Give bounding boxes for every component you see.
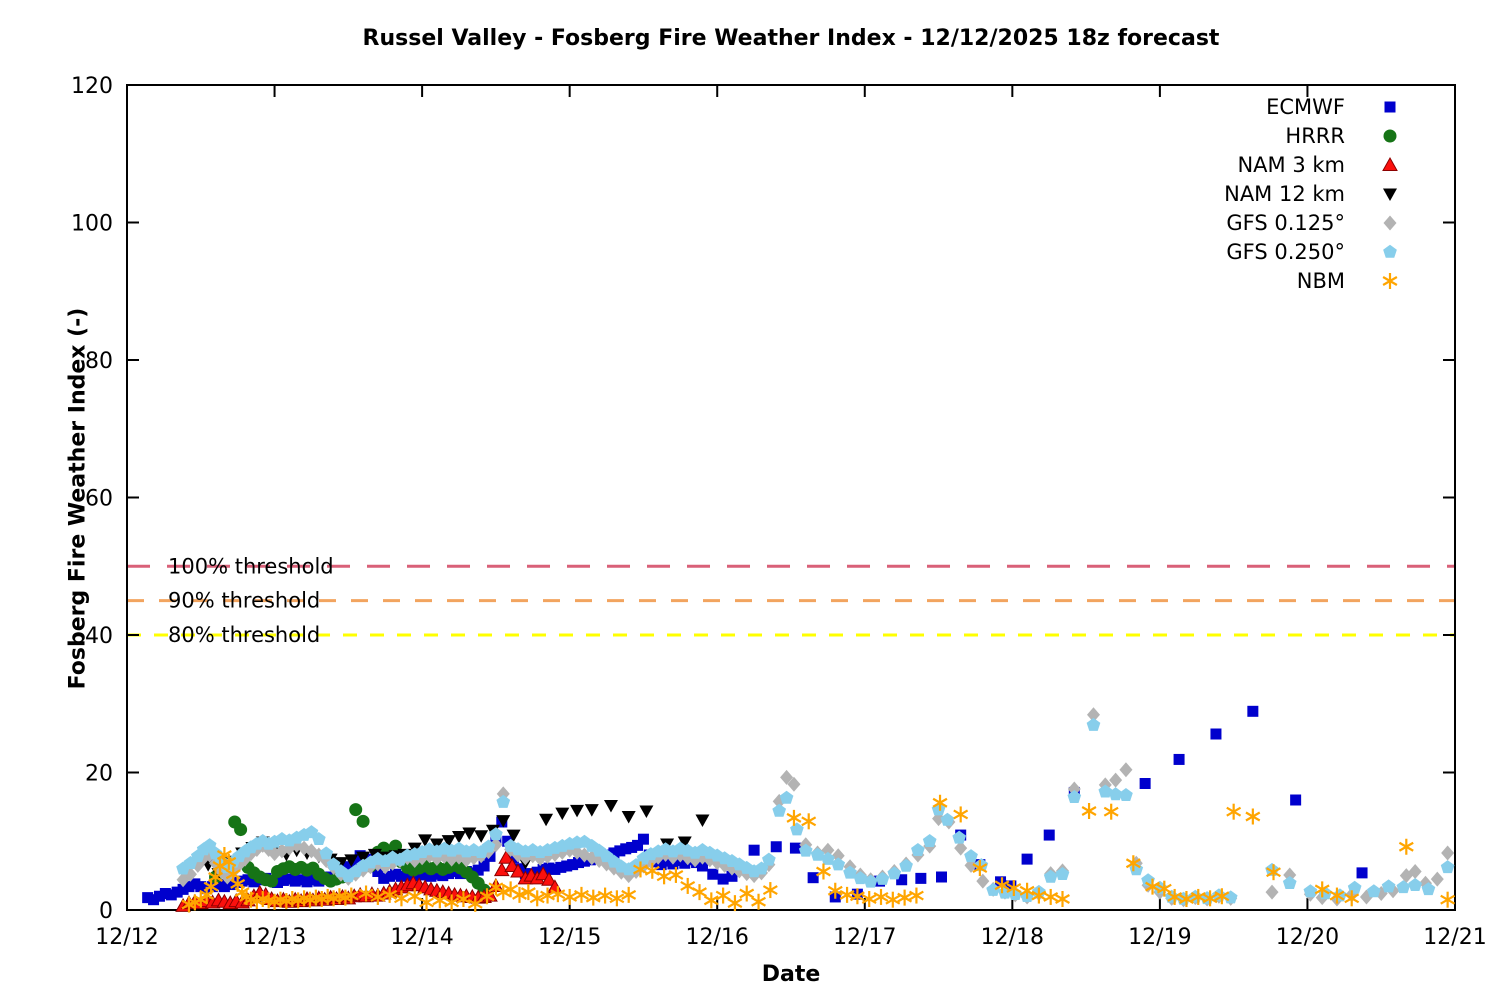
legend-item-gfs-0-250: GFS 0.250° — [1226, 240, 1397, 264]
legend-label-hrrr: HRRR — [1285, 124, 1345, 148]
legend-item-nam-12-km: NAM 12 km — [1224, 182, 1397, 206]
svg-text:60: 60 — [85, 487, 113, 512]
legend-label-nbm: NBM — [1297, 269, 1345, 293]
threshold-lines: 100% threshold 90% threshold 80% threshold — [127, 554, 1455, 647]
legend-label-gfs-0-125: GFS 0.125° — [1226, 211, 1345, 235]
svg-text:40: 40 — [85, 624, 113, 649]
y-axis-ticks: 0 20 40 60 80 100 120 — [71, 74, 1455, 924]
svg-text:120: 120 — [71, 74, 113, 99]
legend-item-ecmwf: ECMWF — [1266, 95, 1396, 119]
svg-text:12/17: 12/17 — [833, 925, 896, 950]
legend-item-nam-3-km: NAM 3 km — [1237, 153, 1398, 177]
svg-text:12/19: 12/19 — [1128, 925, 1191, 950]
legend-label-gfs-0-250: GFS 0.250° — [1226, 240, 1345, 264]
threshold-label-50: 100% threshold — [168, 554, 334, 578]
chart-title: Russel Valley - Fosberg Fire Weather Ind… — [362, 26, 1220, 51]
svg-text:12/18: 12/18 — [981, 925, 1044, 950]
legend-item-hrrr: HRRR — [1285, 124, 1397, 148]
legend-item-gfs-0-125: GFS 0.125° — [1226, 211, 1397, 235]
threshold-label-45: 90% threshold — [168, 589, 320, 613]
svg-text:12/14: 12/14 — [390, 925, 453, 950]
svg-text:12/20: 12/20 — [1276, 925, 1339, 950]
svg-text:12/15: 12/15 — [538, 925, 601, 950]
svg-text:0: 0 — [99, 899, 113, 924]
legend-label-nam-3-km: NAM 3 km — [1237, 153, 1345, 177]
legend-label-nam-12-km: NAM 12 km — [1224, 182, 1345, 206]
svg-text:20: 20 — [85, 762, 113, 787]
svg-text:100: 100 — [71, 212, 113, 237]
series-nbm — [181, 794, 1456, 913]
legend-label-ecmwf: ECMWF — [1266, 95, 1345, 119]
svg-text:12/21: 12/21 — [1423, 925, 1486, 950]
svg-text:12/16: 12/16 — [686, 925, 749, 950]
svg-text:12/13: 12/13 — [243, 925, 306, 950]
svg-text:12/12: 12/12 — [95, 925, 158, 950]
legend: ECMWF HRRR NAM 3 km NAM 12 km GFS 0.125° GFS … — [1224, 95, 1398, 293]
svg-text:80: 80 — [85, 349, 113, 374]
x-axis-label: Date — [761, 962, 821, 987]
x-axis-ticks: 12/12 12/13 12/14 12/15 12/16 12/17 12/18 12/19… — [95, 85, 1487, 950]
threshold-label-40: 80% threshold — [168, 623, 320, 647]
legend-item-nbm: NBM — [1297, 269, 1398, 293]
